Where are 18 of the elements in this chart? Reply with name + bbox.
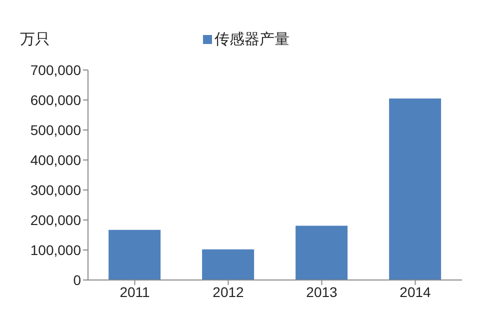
bar bbox=[202, 249, 254, 280]
y-tick-label: 500,000 bbox=[30, 122, 82, 138]
y-tick-label: 200,000 bbox=[30, 212, 82, 228]
x-tick-label: 2014 bbox=[400, 284, 432, 300]
y-tick-label: 300,000 bbox=[30, 182, 82, 198]
bar bbox=[389, 98, 442, 280]
y-tick-label: 700,000 bbox=[30, 62, 82, 78]
y-axis-title: 万只 bbox=[20, 30, 50, 49]
legend-label: 传感器产量 bbox=[214, 30, 290, 49]
y-tick-label: 100,000 bbox=[30, 242, 82, 258]
x-tick-label: 2011 bbox=[120, 284, 150, 300]
y-tick-label: 400,000 bbox=[30, 152, 82, 168]
bar bbox=[296, 226, 348, 280]
x-tick-label: 2012 bbox=[212, 284, 244, 300]
x-tick-label: 2013 bbox=[306, 284, 338, 300]
y-tick-label: 600,000 bbox=[30, 92, 82, 108]
bar bbox=[108, 230, 161, 280]
y-tick-label: 0 bbox=[73, 272, 82, 288]
